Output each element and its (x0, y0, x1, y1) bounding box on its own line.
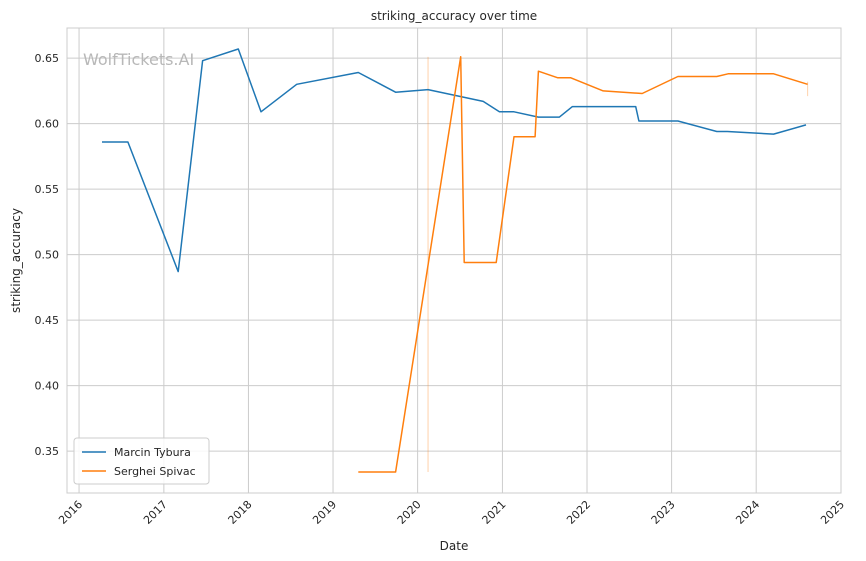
y-axis-ticks: 0.35 0.40 0.45 0.50 0.55 0.60 0.65 (35, 52, 60, 458)
y-tick-label: 0.40 (35, 380, 60, 393)
legend: Marcin Tybura Serghei Spivac (73, 437, 210, 485)
y-axis-title: striking_accuracy (9, 208, 23, 313)
series-line-marcin-tybura (102, 48, 807, 273)
chart-title: striking_accuracy over time (371, 9, 537, 23)
x-axis-title: Date (440, 539, 469, 553)
y-tick-label: 0.65 (35, 52, 60, 65)
y-tick-label: 0.60 (35, 118, 60, 131)
series-line-serghei-spivac (358, 56, 808, 473)
series-lines (102, 48, 808, 473)
y-tick-label: 0.50 (35, 249, 60, 262)
watermark: WolfTickets.AI (83, 50, 194, 69)
legend-box (73, 437, 210, 485)
y-tick-label: 0.55 (35, 183, 60, 196)
legend-label: Serghei Spivac (114, 465, 196, 478)
y-tick-label: 0.35 (35, 445, 60, 458)
plot-frame (66, 27, 842, 494)
y-tick-label: 0.45 (35, 314, 60, 327)
legend-label: Marcin Tybura (114, 446, 191, 459)
